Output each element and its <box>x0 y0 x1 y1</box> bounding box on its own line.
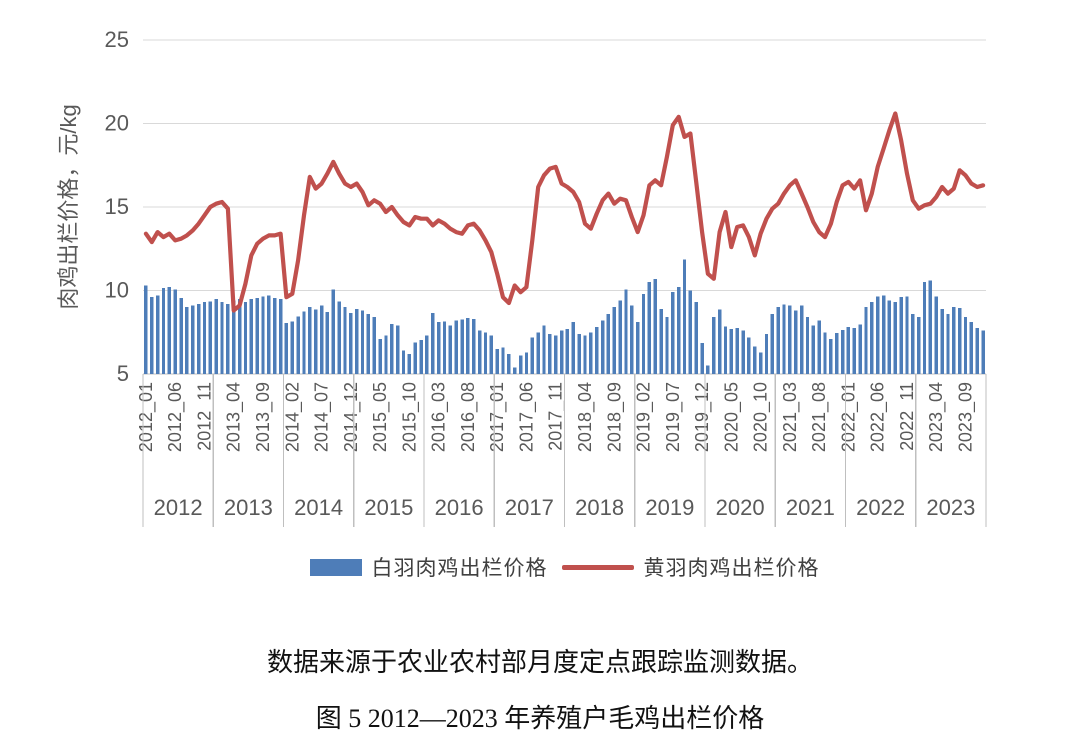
x-year-label: 2012 <box>154 495 203 520</box>
bar-series-swatch-icon <box>309 558 362 576</box>
x-month-tick-label: 2014_12 <box>341 382 362 452</box>
legend-item-white-broiler: 白羽肉鸡出栏价格 <box>309 552 548 582</box>
x-month-tick-label: 2021_03 <box>780 382 801 452</box>
x-month-tick-label: 2022_06 <box>868 382 889 452</box>
y-tick-label: 25 <box>105 27 129 52</box>
x-month-tick-label: 2023_04 <box>926 382 947 452</box>
x-month-tick-label: 2020_10 <box>751 382 772 452</box>
x-year-label: 2015 <box>364 495 413 520</box>
price-chart: 5 10 15 20 25 肉鸡出栏价格，元/kg 2012_01 2012_06 2012_1… <box>56 27 987 527</box>
data-source-note: 数据来源于农业农村部月度定点跟踪监测数据。 <box>266 648 813 677</box>
y-axis-title: 肉鸡出栏价格，元/kg <box>56 104 81 309</box>
y-tick-label: 15 <box>105 194 129 219</box>
x-year-label: 2023 <box>926 495 975 520</box>
x-year-label: 2019 <box>645 495 694 520</box>
line-series-swatch-icon <box>561 564 634 570</box>
legend-item-yellow-broiler: 黄羽肉鸡出栏价格 <box>561 552 820 582</box>
x-month-tick-label: 2017_06 <box>516 382 537 452</box>
x-month-tick-label: 2019_02 <box>634 382 655 452</box>
y-tick-label: 5 <box>117 361 129 386</box>
legend-label-white-broiler: 白羽肉鸡出栏价格 <box>371 557 548 580</box>
x-month-tick-labels: 2012_01 2012_06 2012_11 2013_04 2013_09 2014_… <box>136 382 977 452</box>
x-month-tick-label: 2016_08 <box>458 382 479 452</box>
year-separator-lines <box>142 374 987 527</box>
x-month-tick-label: 2012_11 <box>194 382 215 451</box>
x-month-tick-label: 2015_05 <box>370 382 391 452</box>
x-year-label: 2016 <box>435 495 484 520</box>
x-month-tick-label: 2016_03 <box>429 382 450 452</box>
chart-legend: 白羽肉鸡出栏价格 黄羽肉鸡出栏价格 <box>143 552 986 582</box>
x-month-tick-label: 2018_09 <box>604 382 625 452</box>
x-year-label: 2017 <box>505 495 554 520</box>
x-month-tick-label: 2012_06 <box>165 382 186 452</box>
x-year-labels: 2012 2013 2014 2015 2016 2017 2018 2019 2020 2021… <box>154 495 976 520</box>
x-month-tick-label: 2020_05 <box>721 382 742 452</box>
x-month-tick-label: 2019_12 <box>692 382 713 452</box>
bar-series-white-broiler <box>144 259 985 375</box>
x-year-label: 2021 <box>786 495 835 520</box>
figure-caption-title: 图 5 2012—2023 年养殖户毛鸡出栏价格 <box>315 704 765 733</box>
x-year-label: 2020 <box>716 495 765 520</box>
y-tick-label: 10 <box>105 278 129 303</box>
x-year-label: 2013 <box>224 495 273 520</box>
x-month-tick-label: 2014_07 <box>312 382 333 452</box>
y-tick-label: 20 <box>105 111 129 136</box>
x-month-tick-label: 2015_10 <box>399 382 420 452</box>
legend-label-yellow-broiler: 黄羽肉鸡出栏价格 <box>643 557 820 580</box>
x-month-tick-label: 2013_09 <box>253 382 274 452</box>
x-month-tick-label: 2017_11 <box>546 382 567 451</box>
x-month-tick-label: 2013_04 <box>224 382 245 452</box>
x-month-tick-label: 2019_07 <box>663 382 684 452</box>
x-month-tick-label: 2022_11 <box>897 382 918 451</box>
x-month-tick-label: 2023_09 <box>956 382 977 452</box>
x-year-label: 2022 <box>856 495 905 520</box>
x-month-tick-label: 2021_08 <box>809 382 830 452</box>
x-month-tick-label: 2014_02 <box>282 382 303 452</box>
x-year-label: 2018 <box>575 495 624 520</box>
x-year-label: 2014 <box>294 495 343 520</box>
x-month-tick-label: 2022_01 <box>838 382 859 452</box>
y-axis-tick-labels: 5 10 15 20 25 <box>105 27 129 386</box>
line-series-yellow-broiler <box>143 111 986 313</box>
x-month-tick-label: 2012_01 <box>136 382 157 452</box>
x-month-tick-label: 2017_01 <box>487 382 508 452</box>
x-month-tick-label: 2018_04 <box>575 382 596 452</box>
